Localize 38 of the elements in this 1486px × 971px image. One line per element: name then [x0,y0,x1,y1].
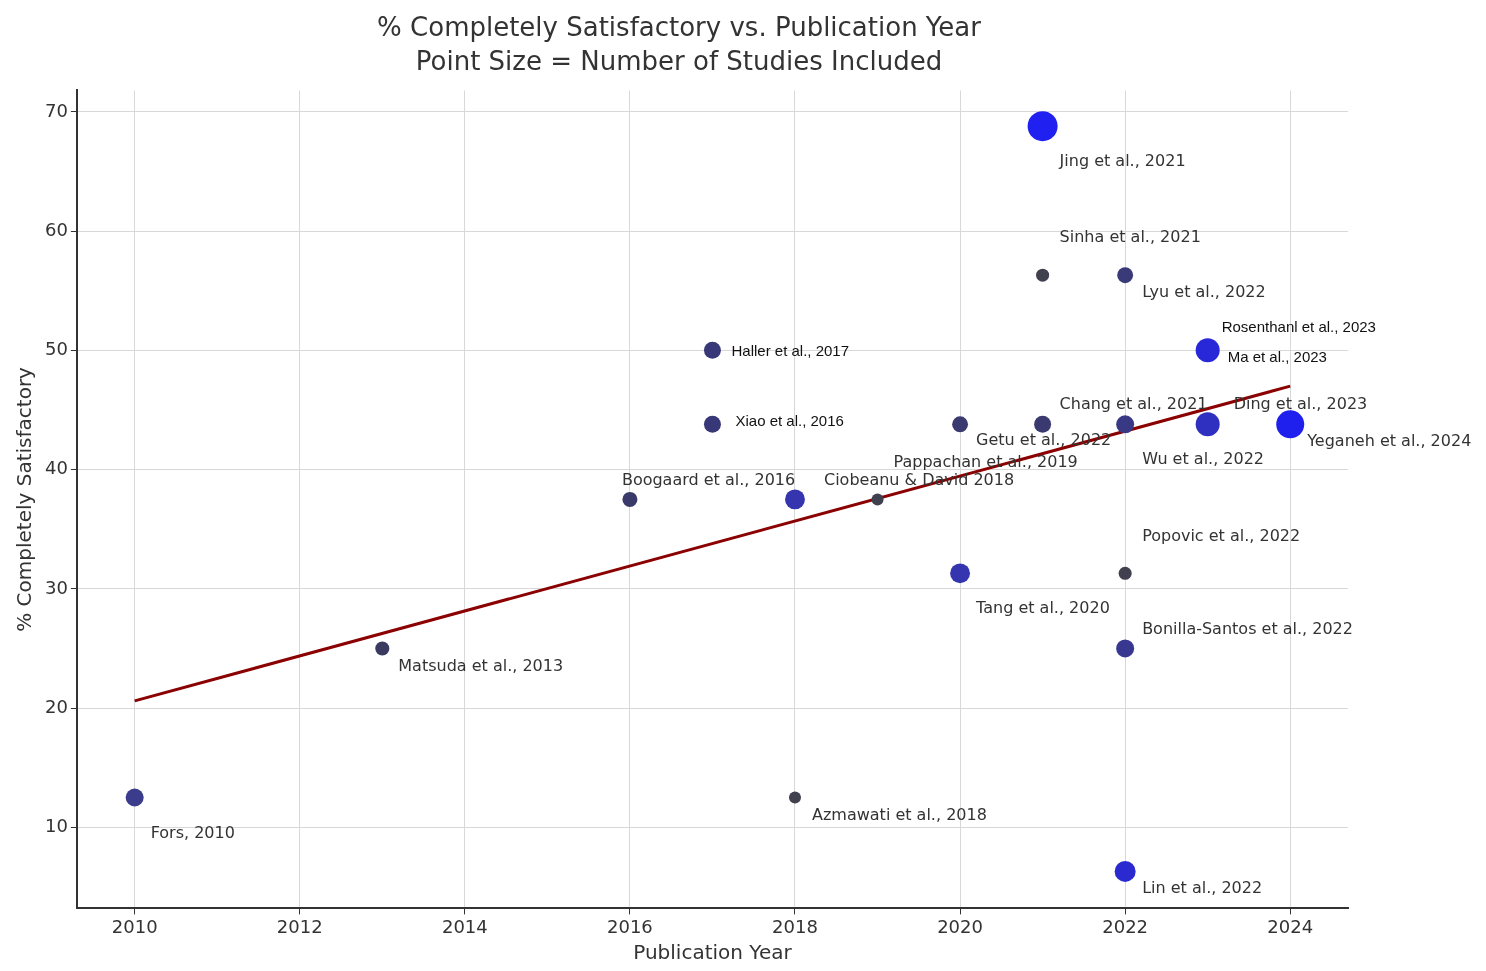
annotation: Lyu et al., 2022 [1142,282,1266,302]
annotation: Sinha et al., 2021 [1059,227,1201,247]
chart-title: % Completely Satisfactory vs. Publication Year [377,12,982,43]
annotation: Tang et al., 2020 [975,598,1110,618]
x-tick-label: 2018 [772,915,818,937]
annotation: Yeganeh et al., 2024 [1306,431,1472,451]
annotation: Xiao et al., 2016 [735,412,844,430]
y-tick-label: 20 [45,695,68,717]
annotation: Bonilla-Santos et al., 2022 [1142,618,1353,638]
y-tick-label: 30 [45,576,68,598]
annotation: Ma et al., 2023 [1227,348,1327,366]
annotation: Matsuda et al., 2013 [398,655,564,675]
annotation: Fors, 2010 [150,822,235,842]
chart-subtitle: Point Size = Number of Studies Included [415,45,943,76]
annotation: Lin et al., 2022 [1142,877,1263,897]
x-tick-label: 2012 [276,915,323,937]
annotation: Rosenthanl et al., 2023 [1221,318,1376,336]
x-axis-title: Publication Year [633,940,793,965]
annotation: Ding et al., 2023 [1233,394,1368,414]
annotation: Haller et al., 2017 [731,342,850,360]
y-axis-title: % Completely Satisfactory [12,366,37,632]
x-tick-label: 2014 [441,915,488,937]
y-tick-label: 10 [45,814,68,836]
y-tick-label: 60 [45,218,68,240]
annotation: Wu et al., 2022 [1142,449,1265,469]
y-tick-label: 40 [45,457,68,479]
annotation: Azmawati et al., 2018 [811,804,987,824]
x-tick-label: 2020 [937,915,983,937]
x-tick-label: 2022 [1102,915,1149,937]
annotation: Boogaard et al., 2016 [621,469,796,489]
y-tick-label: 50 [45,338,68,360]
x-tick-label: 2024 [1267,915,1314,937]
annotation: Popovic et al., 2022 [1142,526,1301,546]
x-tick-label: 2016 [607,915,653,937]
annotation: Jing et al., 2021 [1058,151,1186,171]
y-tick-label: 70 [45,99,68,121]
annotation: Chang et al., 2021 [1059,394,1208,414]
x-tick-label: 2010 [111,915,158,937]
